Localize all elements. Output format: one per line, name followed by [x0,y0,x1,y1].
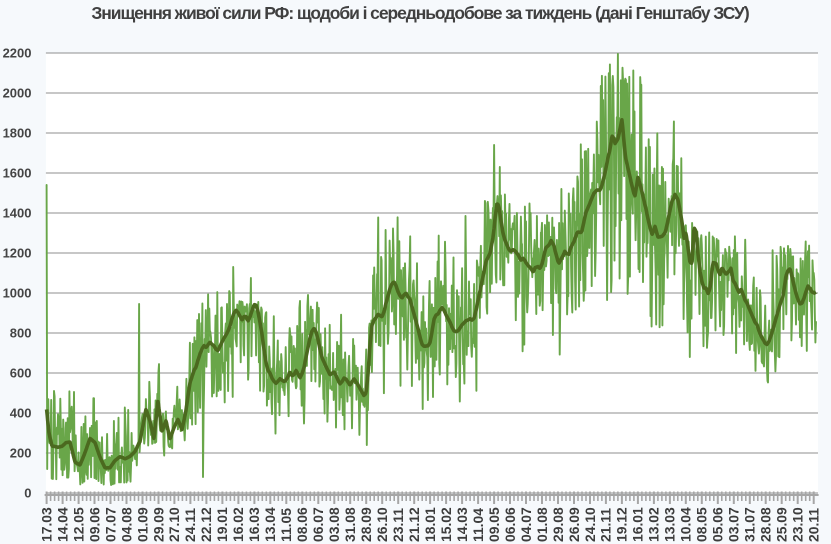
svg-text:16.02: 16.02 [230,507,246,542]
svg-text:13.02: 13.02 [646,507,662,542]
svg-text:21.12: 21.12 [406,507,422,542]
svg-text:1000: 1000 [3,286,32,301]
svg-text:1400: 1400 [3,206,32,221]
svg-text:26.10: 26.10 [374,507,390,542]
svg-text:08.06: 08.06 [294,507,310,542]
svg-text:11.04: 11.04 [470,508,486,542]
svg-text:29.09: 29.09 [150,507,166,542]
svg-text:25.09: 25.09 [774,507,790,542]
svg-text:11.05: 11.05 [278,508,294,542]
svg-text:08.05: 08.05 [694,507,710,542]
svg-text:01.09: 01.09 [134,507,150,542]
svg-text:16.03: 16.03 [246,507,262,542]
svg-text:400: 400 [10,406,32,421]
svg-text:19.01: 19.01 [214,507,230,542]
svg-text:31.07: 31.07 [742,507,758,542]
svg-text:1200: 1200 [3,246,32,261]
svg-text:800: 800 [10,326,32,341]
svg-text:0: 0 [24,486,31,501]
svg-text:21.11: 21.11 [598,508,614,542]
svg-text:03.08: 03.08 [326,507,342,542]
svg-text:23.11: 23.11 [390,508,406,542]
svg-text:14.04: 14.04 [54,507,70,542]
svg-text:19.12: 19.12 [614,507,630,542]
svg-text:06.06: 06.06 [502,507,518,542]
svg-text:2000: 2000 [3,86,32,101]
svg-text:1800: 1800 [3,126,32,141]
svg-text:03.07: 03.07 [726,507,742,542]
svg-text:13.03: 13.03 [662,507,678,542]
svg-text:27.10: 27.10 [166,507,182,542]
svg-text:26.09: 26.09 [566,507,582,542]
svg-text:31.08: 31.08 [342,507,358,542]
svg-text:04.07: 04.07 [518,507,534,542]
svg-text:16.01: 16.01 [630,507,646,542]
svg-text:17.03: 17.03 [38,507,54,542]
svg-text:10.04: 10.04 [678,507,694,542]
svg-text:20.11: 20.11 [806,508,822,542]
svg-text:24.10: 24.10 [582,507,598,542]
svg-text:29.08: 29.08 [550,507,566,542]
svg-text:Знищення живої сили РФ: щодоби: Знищення живої сили РФ: щодоби і середнь… [91,3,748,23]
svg-text:24.11: 24.11 [182,508,198,542]
svg-text:28.08: 28.08 [758,507,774,542]
svg-text:600: 600 [10,366,32,381]
svg-text:28.09: 28.09 [358,507,374,542]
svg-text:01.08: 01.08 [534,507,550,542]
svg-text:06.07: 06.07 [310,507,326,542]
svg-text:04.08: 04.08 [118,507,134,542]
svg-text:05.06: 05.06 [710,507,726,542]
svg-text:1600: 1600 [3,166,32,181]
svg-text:23.10: 23.10 [790,507,806,542]
svg-text:13.04: 13.04 [262,507,278,542]
svg-text:12.05: 12.05 [70,507,86,542]
svg-text:2200: 2200 [3,46,32,61]
svg-text:09.05: 09.05 [486,507,502,542]
svg-text:09.06: 09.06 [86,507,102,542]
svg-text:15.02: 15.02 [438,507,454,542]
svg-text:22.12: 22.12 [198,507,214,542]
svg-text:07.07: 07.07 [102,507,118,542]
svg-text:200: 200 [10,446,32,461]
svg-text:14.03: 14.03 [454,507,470,542]
svg-text:18.01: 18.01 [422,507,438,542]
